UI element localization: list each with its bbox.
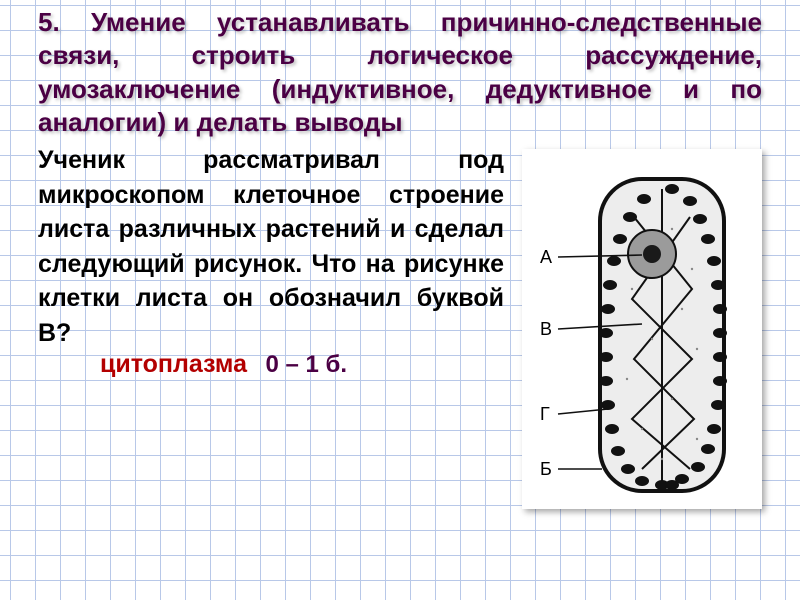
answer-line: цитоплазма 0 – 1 б. [38, 350, 504, 379]
heading: 5. Умение устанавливать причинно-следств… [38, 6, 762, 139]
label-B: В [540, 319, 552, 339]
task-column: Ученик рассматривал под микроскопом клет… [38, 143, 504, 509]
answer-text: цитоплазма [100, 350, 247, 379]
task-text: Ученик рассматривал под микроскопом клет… [38, 143, 504, 350]
label-A: А [540, 247, 552, 267]
points-text: 0 – 1 б. [265, 351, 347, 379]
label-G: Г [540, 404, 550, 424]
body-row: Ученик рассматривал под микроскопом клет… [38, 143, 762, 509]
cell-diagram: А В Г Б [522, 149, 762, 509]
label-Bt: Б [540, 459, 552, 479]
slide-content: 5. Умение устанавливать причинно-следств… [0, 0, 800, 509]
nucleolus [643, 245, 661, 263]
